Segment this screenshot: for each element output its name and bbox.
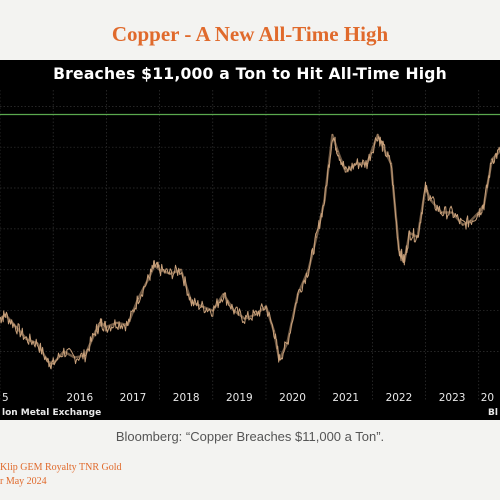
data-point (52, 363, 54, 365)
data-point (254, 314, 256, 316)
data-point (278, 358, 280, 361)
data-point (100, 322, 102, 324)
footer-line-1: Klip GEM Royalty TNR Gold (0, 462, 122, 473)
data-point (440, 211, 443, 214)
bloomberg-brand: Bl (488, 408, 498, 418)
data-point (116, 322, 118, 324)
price-series-layer (0, 133, 500, 370)
price-series-line (0, 135, 500, 370)
data-point (430, 199, 432, 201)
data-point (127, 324, 129, 326)
data-point (403, 260, 405, 263)
x-tick-label: 2021 (332, 392, 359, 404)
data-point (36, 342, 38, 344)
data-point (377, 134, 379, 136)
x-tick-label: 2016 (66, 392, 93, 404)
x-tick-label: 2023 (439, 392, 466, 404)
data-point (286, 342, 288, 344)
x-tick-label: 2020 (279, 392, 306, 404)
data-point (382, 146, 384, 148)
data-point (153, 265, 155, 267)
data-point (95, 330, 97, 332)
data-point (297, 293, 299, 295)
data-point (478, 211, 480, 214)
x-tick-label: 2018 (173, 392, 200, 404)
slide-caption: Bloomberg: “Copper Breaches $11,000 a To… (115, 429, 385, 444)
data-point (222, 293, 225, 295)
x-tick-label: 5 (2, 392, 9, 404)
source-line: lon Metal Exchange Bl (0, 406, 500, 420)
data-point (424, 187, 427, 189)
data-point (212, 309, 214, 312)
data-point (273, 330, 275, 332)
data-point (331, 134, 334, 136)
data-point (462, 224, 464, 226)
data-point (137, 297, 139, 299)
data-point (63, 350, 65, 353)
data-point (416, 236, 419, 238)
data-point (4, 314, 6, 316)
data-point (408, 232, 411, 234)
data-point (84, 354, 86, 357)
chart-panel: 5 2016 2017 2018 2019 2020 2021 2022 2023 20 Brea… (0, 60, 500, 420)
slide-title: Copper - A New All-Time High (111, 22, 389, 46)
data-point (337, 150, 339, 152)
data-point (451, 211, 453, 214)
data-point (244, 318, 246, 320)
x-tick-label: 2019 (226, 392, 253, 404)
data-point (47, 361, 49, 363)
x-tick-label: 20 (481, 392, 494, 404)
data-point (307, 269, 310, 271)
source-label: lon Metal Exchange (2, 408, 102, 418)
data-point (158, 269, 161, 271)
data-point (180, 269, 182, 271)
data-point (345, 171, 347, 173)
chart-headline: Breaches $11,000 a Ton to Hit All-Time H… (53, 65, 447, 83)
copper-price-chart: 5 2016 2017 2018 2019 2020 2021 2022 2023 20 (0, 90, 500, 404)
data-point (355, 162, 357, 165)
data-point (470, 220, 472, 222)
data-point (366, 162, 368, 165)
x-tick-label: 2022 (386, 392, 413, 404)
price-series-shadow (0, 133, 500, 365)
data-point (73, 356, 76, 359)
data-point (15, 326, 17, 328)
data-point (169, 273, 171, 275)
data-point (233, 309, 235, 312)
data-point (148, 277, 150, 279)
data-point (398, 248, 400, 250)
x-axis: 5 2016 2017 2018 2019 2020 2021 2022 2023 20 (2, 392, 494, 404)
data-point (491, 158, 493, 161)
data-point (265, 305, 267, 308)
data-point (315, 236, 318, 238)
x-tick-label: 2017 (120, 392, 147, 404)
data-point (0, 318, 1, 320)
data-point (190, 301, 193, 303)
data-point (323, 199, 326, 201)
footer-line-2: r May 2024 (0, 476, 47, 487)
data-point (25, 338, 28, 340)
grid-lines (0, 90, 500, 400)
data-point (105, 326, 107, 328)
data-point (201, 305, 203, 308)
data-point (390, 162, 392, 165)
data-point (483, 203, 485, 205)
